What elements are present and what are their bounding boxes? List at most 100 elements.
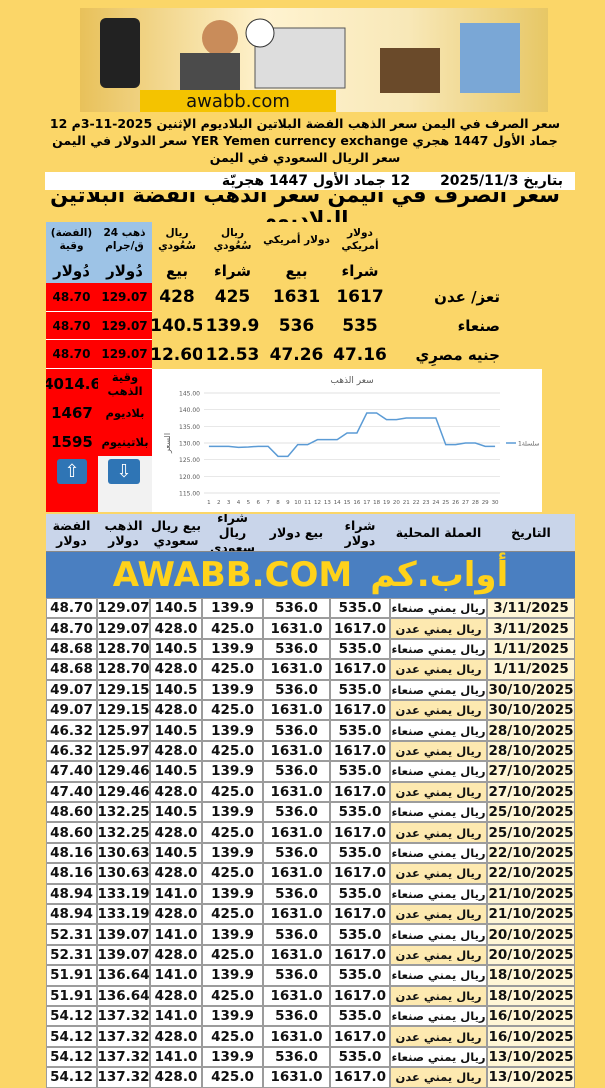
table-cell: 16/10/2025 (487, 1026, 575, 1047)
table-cell: 48.70 (46, 598, 97, 619)
table-cell: 1631.0 (263, 659, 330, 680)
table-cell: 48.16 (46, 842, 97, 864)
column-header-bottom: دُولار (97, 258, 152, 283)
table-cell: 3/11/2025 (487, 618, 575, 639)
table-cell: 49.07 (46, 679, 97, 700)
table-cell: 139.9 (202, 842, 263, 864)
table-header: الفضة دولار (46, 514, 97, 552)
rate-value: 139.9 (205, 316, 260, 337)
rate-value: 428 (159, 287, 195, 308)
table-cell: 535.0 (330, 1006, 390, 1027)
table-cell: 25/10/2025 (487, 802, 575, 823)
table-cell: 18/10/2025 (487, 965, 575, 986)
table-cell: 536.0 (263, 720, 330, 741)
table-cell: 51.91 (46, 965, 97, 986)
table-banner: AWABB.COM أواب.كم (46, 552, 575, 598)
table-cell: ريال يمني صنعاء (390, 883, 487, 904)
table-cell: 425.0 (202, 700, 263, 721)
table-cell: 536.0 (263, 883, 330, 904)
column-header-bottom: دُولار (46, 258, 97, 283)
column-header-top: دولار أمريكي (263, 233, 330, 246)
table-cell: ريال يمني صنعاء (390, 1046, 487, 1068)
table-cell: 535.0 (330, 1046, 390, 1068)
table-cell: 129.46 (97, 761, 150, 782)
table-cell: 536.0 (263, 842, 330, 864)
table-cell: 1631.0 (263, 618, 330, 639)
table-cell: 141.0 (150, 1046, 202, 1068)
table-cell: 535.0 (330, 842, 390, 864)
table-cell: 54.12 (46, 1067, 97, 1088)
rate-value: 12.60 (152, 344, 202, 365)
table-cell: 139.9 (202, 883, 263, 904)
table-cell: 141.0 (150, 883, 202, 904)
down-button[interactable]: ⇩ (108, 459, 140, 484)
table-cell: 425.0 (202, 659, 263, 680)
table-cell: 3/11/2025 (487, 598, 575, 619)
table-cell: 13/10/2025 (487, 1046, 575, 1068)
rate-value: 129.07 (97, 311, 152, 341)
table-cell: 128.70 (97, 638, 150, 660)
table-cell: 535.0 (330, 761, 390, 782)
table-cell: 48.68 (46, 638, 97, 660)
table-cell: 48.94 (46, 904, 97, 925)
table-cell: 30/10/2025 (487, 679, 575, 700)
table-cell: ريال يمني صنعاء (390, 924, 487, 945)
y-tick-label: 140.00 (179, 407, 200, 414)
banner-latin: AWABB.COM (112, 555, 353, 595)
extra-value: 1467 (51, 403, 93, 422)
banner-arabic: أواب.كم (370, 555, 509, 595)
table-cell: 1631.0 (263, 985, 330, 1006)
table-cell: 139.9 (202, 802, 263, 823)
x-tick-label: 22 (413, 500, 420, 506)
x-tick-label: 25 (442, 500, 449, 506)
rate-value: 1631 (272, 287, 321, 308)
table-cell: 428.0 (150, 822, 202, 843)
row-label: صنعاء (457, 317, 500, 336)
table-cell: 140.5 (150, 598, 202, 619)
table-cell: 139.9 (202, 638, 263, 660)
table-cell: 132.25 (97, 802, 150, 823)
table-cell: 47.40 (46, 781, 97, 802)
table-cell: 140.5 (150, 720, 202, 741)
table-cell: 25/10/2025 (487, 822, 575, 843)
table-cell: ريال يمني عدن (390, 1026, 487, 1047)
up-button[interactable]: ⇧ (57, 459, 87, 484)
table-cell: ريال يمني صنعاء (390, 802, 487, 823)
table-cell: 535.0 (330, 720, 390, 741)
table-cell: 1617.0 (330, 740, 390, 762)
x-tick-label: 20 (393, 500, 400, 506)
column-header-top: ذهب 24 ق/جرام (97, 222, 152, 258)
table-cell: 18/10/2025 (487, 985, 575, 1006)
table-cell: 1617.0 (330, 944, 390, 966)
table-cell: 1617.0 (330, 904, 390, 925)
column-header-top: (الفضة) وقية (46, 222, 97, 258)
table-cell: 1/11/2025 (487, 638, 575, 660)
table-cell: 428.0 (150, 944, 202, 966)
table-cell: 49.07 (46, 700, 97, 721)
row-label: جنيه مصرِي (415, 345, 500, 364)
rate-value: 48.70 (46, 283, 97, 312)
table-cell: 536.0 (263, 924, 330, 945)
rate-value: 1617 (336, 287, 384, 308)
table-header: العملة المحلية (390, 514, 487, 552)
table-cell: 46.32 (46, 720, 97, 741)
x-tick-label: 11 (304, 500, 311, 506)
table-cell: 141.0 (150, 1006, 202, 1027)
rate-value: 47.26 (269, 344, 324, 365)
table-cell: ريال يمني صنعاء (390, 842, 487, 864)
y-tick-label: 125.00 (179, 457, 200, 464)
table-cell: 1617.0 (330, 822, 390, 843)
table-cell: 428.0 (150, 618, 202, 639)
table-cell: ريال يمني صنعاء (390, 720, 487, 741)
table-cell: 535.0 (330, 924, 390, 945)
table-cell: 1631.0 (263, 904, 330, 925)
table-cell: ريال يمني عدن (390, 904, 487, 925)
logo-text: awabb.com (140, 90, 336, 112)
column-header-bottom: شراء (214, 261, 251, 280)
column-header-bottom: شراء (341, 261, 379, 280)
table-cell: 48.94 (46, 883, 97, 904)
table-cell: 27/10/2025 (487, 781, 575, 802)
x-tick-label: 23 (423, 500, 430, 506)
table-cell: 140.5 (150, 842, 202, 864)
column-header-top: دولار أمريكي (341, 227, 379, 252)
